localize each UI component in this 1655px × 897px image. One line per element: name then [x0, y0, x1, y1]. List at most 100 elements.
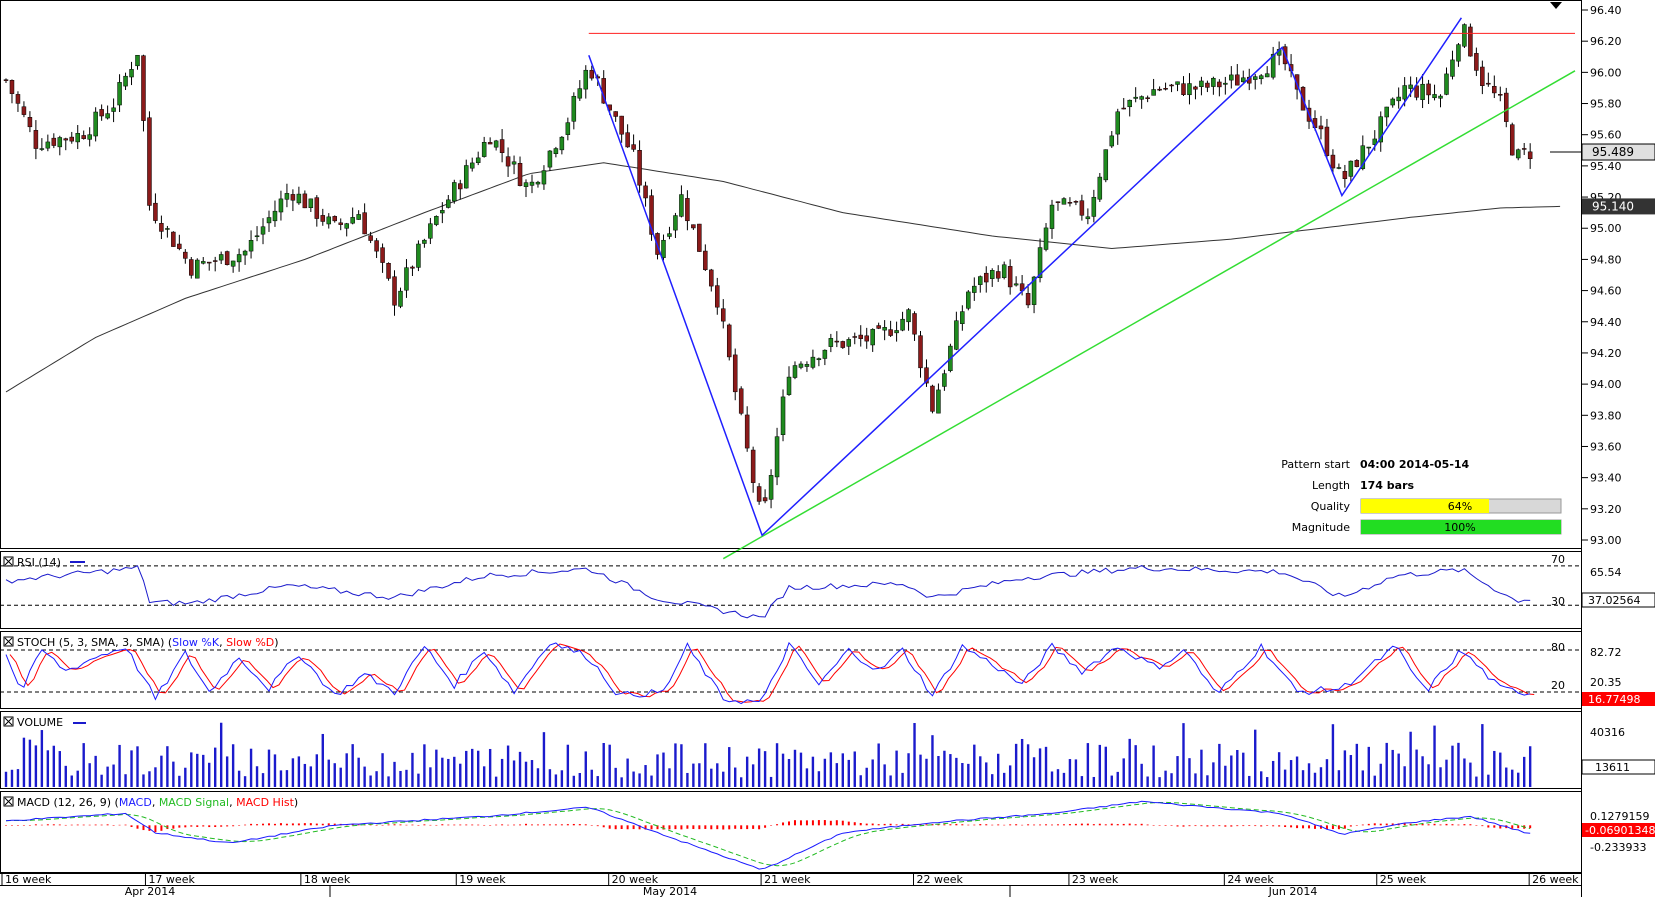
- macd-hist-bar: [1122, 823, 1125, 826]
- candle: [822, 349, 828, 366]
- macd-hist-bar: [208, 825, 211, 828]
- macd-hist-bar: [937, 824, 940, 826]
- macd-sep2: ,: [229, 796, 236, 809]
- macd-hist-bar: [1284, 825, 1287, 828]
- volume-bar: [381, 753, 384, 787]
- candle: [1444, 67, 1449, 96]
- candle: [206, 261, 212, 271]
- candle: [463, 159, 469, 189]
- volume-bar: [877, 743, 880, 787]
- candle: [912, 311, 917, 341]
- macd-hist-bar: [530, 824, 533, 826]
- candle: [661, 234, 666, 261]
- pattern-start-label: Pattern start: [1281, 458, 1350, 471]
- candle: [57, 135, 63, 156]
- volume-bar: [614, 767, 617, 787]
- macd-hist-bar: [817, 820, 820, 826]
- candle: [1462, 23, 1467, 48]
- candle: [900, 311, 905, 332]
- volume-bar: [961, 762, 964, 787]
- candle: [272, 200, 278, 227]
- macd-hist-bar: [710, 825, 713, 830]
- macd-hist-bar: [112, 825, 115, 826]
- candle: [362, 203, 367, 235]
- macd-hist-bar: [1296, 825, 1299, 829]
- candle: [918, 330, 923, 378]
- macd-hist-bar: [1361, 824, 1364, 826]
- volume-bar: [859, 775, 862, 787]
- candle: [45, 134, 51, 152]
- volume-bar: [680, 744, 683, 787]
- macd-hist-bar: [740, 825, 743, 830]
- candle: [864, 327, 869, 349]
- candle: [1187, 73, 1192, 105]
- volume-bar: [1230, 755, 1233, 787]
- macd-hist-bar: [871, 823, 874, 826]
- candle: [1378, 111, 1383, 152]
- macd-hist-bar: [489, 825, 492, 826]
- candle: [1223, 76, 1228, 95]
- scroll-marker-icon[interactable]: [1550, 2, 1562, 9]
- volume-bar: [1295, 756, 1299, 787]
- macd-hist-bar: [1457, 824, 1460, 826]
- candle: [1509, 122, 1515, 156]
- volume-bar: [471, 748, 474, 787]
- volume-bar: [542, 732, 546, 787]
- macd-hist-bar: [1021, 824, 1024, 826]
- candle: [189, 256, 194, 279]
- macd-hist-bar: [160, 825, 163, 831]
- macd-hist-bar: [841, 820, 844, 826]
- volume-bar: [1265, 777, 1269, 787]
- volume-bar: [423, 744, 426, 787]
- candle: [1426, 79, 1431, 104]
- macd-hist-bar: [309, 823, 312, 826]
- volume-bar: [763, 751, 767, 787]
- macd-toggle-icon[interactable]: [3, 796, 14, 807]
- volume-bar: [1361, 770, 1365, 787]
- candle: [278, 190, 284, 221]
- macd-hist-bar: [991, 824, 994, 826]
- candle: [1145, 95, 1150, 103]
- volume-bar: [548, 769, 552, 787]
- volume-bar: [668, 768, 671, 787]
- macd-path: [5, 800, 1531, 870]
- macd-hist-bar: [716, 825, 719, 830]
- candlestick-series: [3, 23, 1533, 509]
- current-price-label: 95.489: [1592, 145, 1634, 159]
- volume-bar: [441, 757, 444, 787]
- volume-bar: [704, 743, 707, 787]
- rsi-toggle-icon[interactable]: [3, 556, 14, 567]
- macd-hist-bar: [1152, 825, 1155, 826]
- macd-hist-bar: [1098, 823, 1101, 826]
- volume-bar: [64, 765, 67, 787]
- volume-bar: [572, 775, 576, 787]
- stoch-toggle-icon[interactable]: [3, 636, 14, 647]
- volume-bar: [793, 749, 797, 787]
- candle: [1486, 72, 1491, 87]
- candle: [1217, 79, 1222, 97]
- candle: [1414, 77, 1419, 101]
- candle: [159, 215, 164, 240]
- macd-hist-bar: [52, 824, 55, 826]
- candle: [487, 137, 493, 145]
- macd-panel: MACD (12, 26, 9) (MACD, MACD Signal, MAC…: [0, 791, 1655, 873]
- macd-hist-bar: [1278, 825, 1281, 827]
- macd-hist-bar: [1146, 824, 1149, 826]
- macd-hist-bar: [447, 824, 450, 826]
- candle: [99, 104, 104, 121]
- candle: [978, 275, 983, 293]
- stoch-scale-mid: 20.35: [1590, 676, 1622, 689]
- candle: [1061, 197, 1067, 205]
- volume-toggle-icon[interactable]: [3, 716, 14, 727]
- volume-bar: [124, 774, 127, 787]
- candle: [1390, 97, 1395, 108]
- macd-hist-bar: [124, 824, 127, 826]
- candle: [320, 208, 326, 226]
- candle: [559, 136, 565, 155]
- candle: [153, 193, 158, 224]
- moving-average-path: [5, 162, 1561, 393]
- candle: [1270, 46, 1276, 80]
- candle: [296, 186, 302, 205]
- price-tick-label: 93.60: [1590, 440, 1622, 453]
- macd-hist-bar: [459, 824, 462, 826]
